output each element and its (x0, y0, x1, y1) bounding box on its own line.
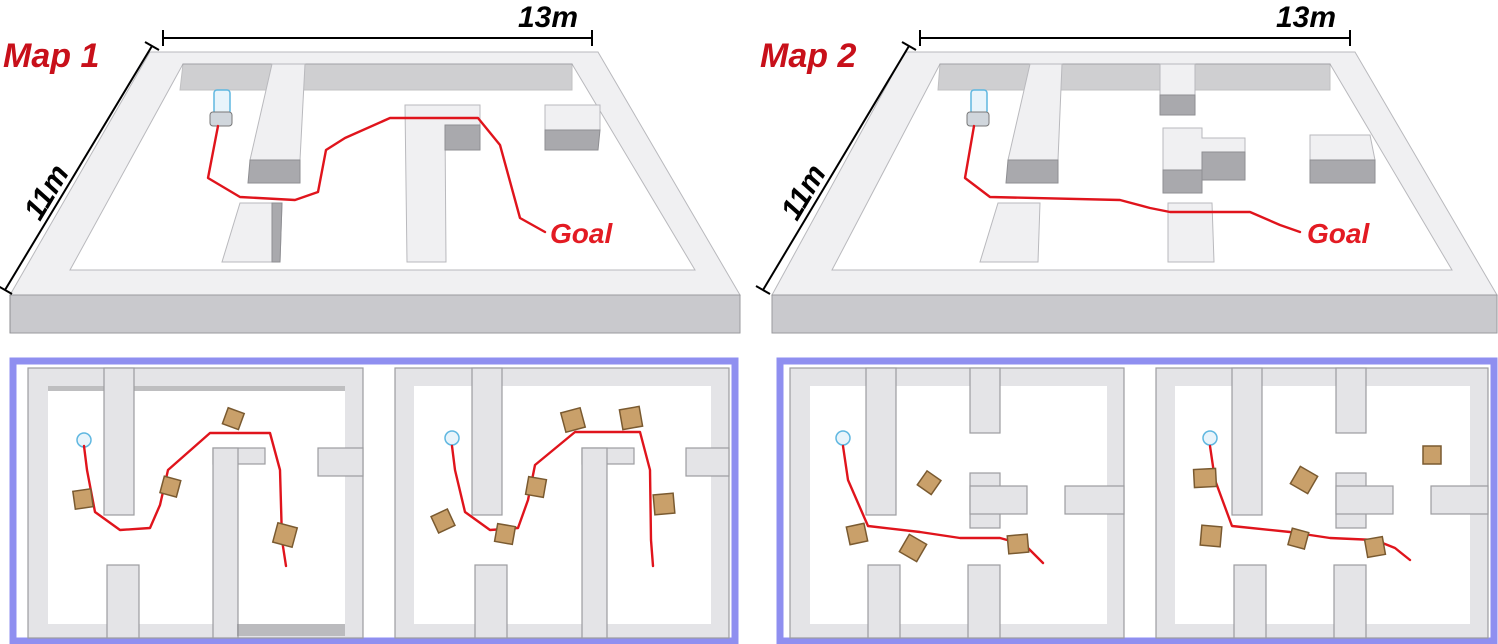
obstacle-box (1192, 467, 1218, 489)
map1-title: Map 1 (3, 37, 99, 75)
obstacle-box (71, 487, 95, 511)
map2-inner-wall-d (1167, 202, 1215, 263)
obstacle-box (430, 508, 456, 534)
map2-inner-wall-c (1159, 63, 1196, 96)
obstacle-box (524, 475, 548, 499)
map1-robot-icon (209, 89, 233, 127)
map2-inner-wall-e (1309, 134, 1376, 161)
obstacle-box (493, 522, 517, 546)
obstacle-box (898, 533, 928, 563)
map1-outer-wall-front (9, 294, 741, 334)
obstacle-box (1422, 445, 1442, 465)
map2-inner-wall-b (979, 202, 1041, 263)
obstacle-box (159, 475, 182, 498)
map2-title: Map 2 (760, 37, 856, 75)
map2-3d-path (963, 124, 1302, 234)
map2-topdown-a (789, 367, 1125, 639)
obstacle-box (1363, 535, 1387, 559)
obstacle-box (1289, 465, 1319, 495)
map1-topdown-panel (9, 357, 739, 644)
map1-inner-wall-d (544, 104, 601, 131)
map2-height-dimension (755, 41, 917, 295)
map2-robot-icon (966, 89, 990, 127)
obstacle-box (221, 406, 246, 431)
map1-topdown-frame (9, 357, 739, 644)
obstacle-box (618, 405, 644, 431)
map1-goal-label: Goal (550, 218, 613, 249)
map2-width-label: 13m (1276, 1, 1336, 34)
obstacle-box (845, 522, 869, 546)
obstacle-box (652, 492, 676, 516)
map1-height-dimension (0, 41, 160, 295)
obstacle-box (1006, 533, 1030, 555)
map1-topdown-a (27, 367, 364, 639)
obstacle-box (559, 406, 587, 434)
obstacle-box (271, 521, 299, 549)
map2-3d-view: Goal (771, 51, 1498, 334)
obstacle-box (1199, 524, 1223, 548)
map1-topdown-b (394, 367, 730, 639)
map1-3d-path (206, 116, 547, 234)
map2-width-dimension (919, 30, 1351, 46)
map1-width-dimension (162, 30, 593, 46)
map1-3d-view: Goal (9, 51, 741, 334)
map2-topdown-frame (776, 357, 1498, 644)
map2-topdown-panel (776, 357, 1498, 644)
map2-topdown-b (1155, 367, 1489, 639)
map1-width-label: 13m (518, 1, 578, 34)
obstacle-box (916, 469, 943, 496)
map2-goal-label: Goal (1307, 218, 1370, 249)
obstacle-box (1287, 527, 1310, 550)
